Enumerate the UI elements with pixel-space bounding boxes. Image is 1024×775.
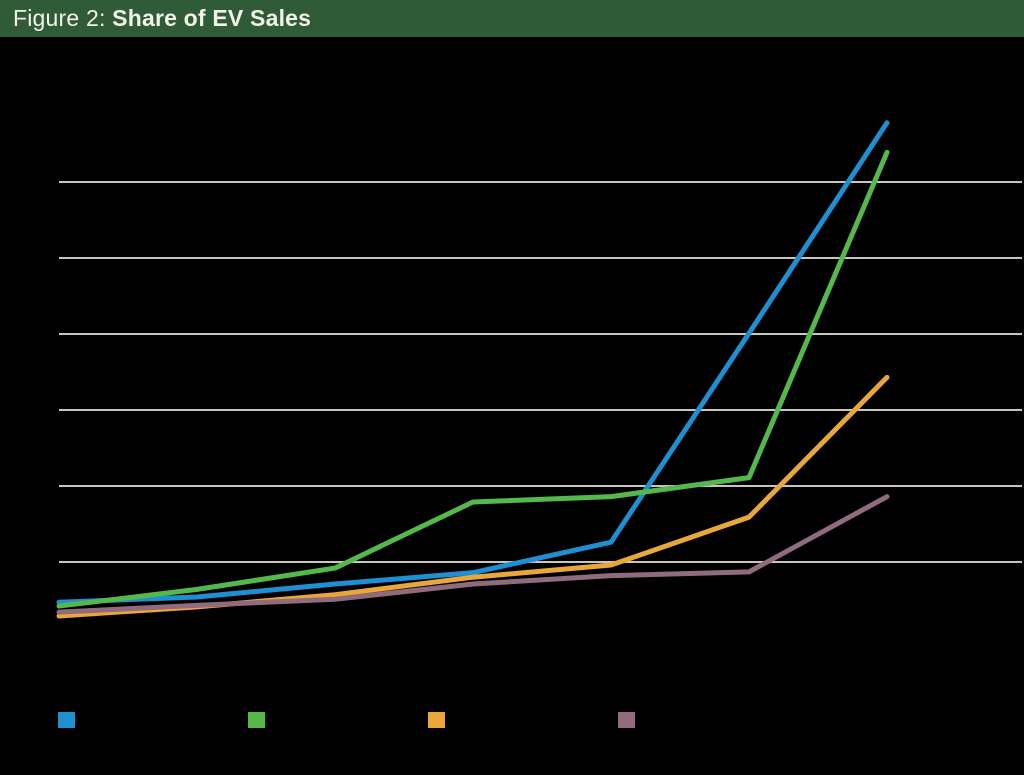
- figure-title: Figure 2: Share of EV Sales: [13, 0, 311, 37]
- figure-title-prefix: Figure 2:: [13, 5, 113, 31]
- series-blue-line: [56, 120, 890, 605]
- series-purple-line: [56, 494, 890, 615]
- series-orange-line: [56, 374, 890, 619]
- figure-title-text: Share of EV Sales: [112, 5, 312, 31]
- series-green-line: [56, 149, 890, 609]
- figure-header-bar: Figure 2: Share of EV Sales: [0, 0, 1024, 37]
